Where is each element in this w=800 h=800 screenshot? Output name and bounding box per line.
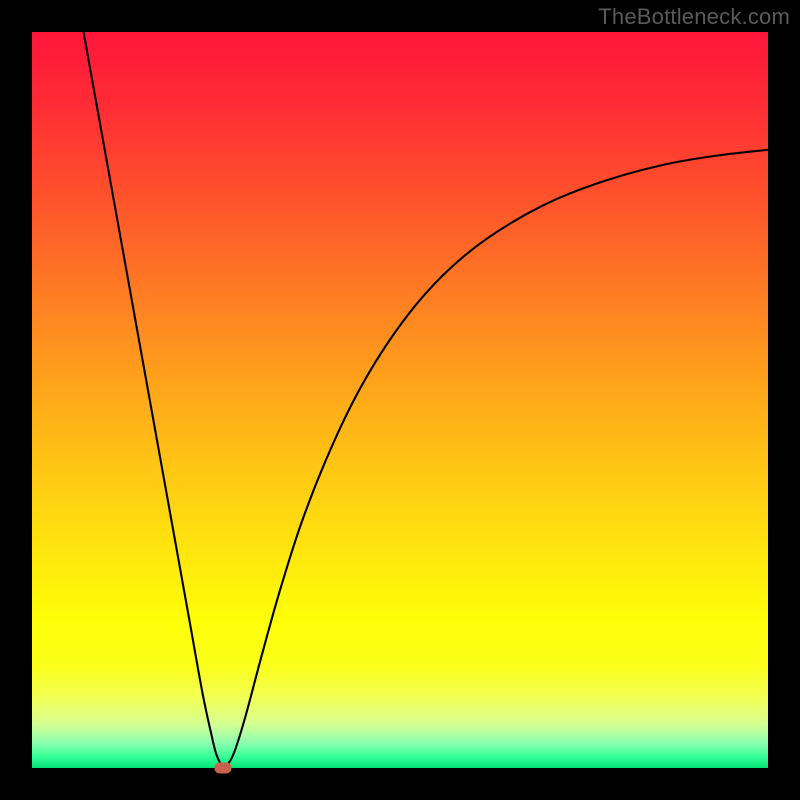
watermark-text: TheBottleneck.com — [598, 4, 790, 30]
curve-layer — [32, 32, 768, 768]
plot-area — [32, 32, 768, 768]
optimum-marker — [215, 763, 232, 774]
curve-left-branch — [84, 32, 224, 768]
curve-right-branch — [223, 150, 768, 768]
chart-container: TheBottleneck.com — [0, 0, 800, 800]
